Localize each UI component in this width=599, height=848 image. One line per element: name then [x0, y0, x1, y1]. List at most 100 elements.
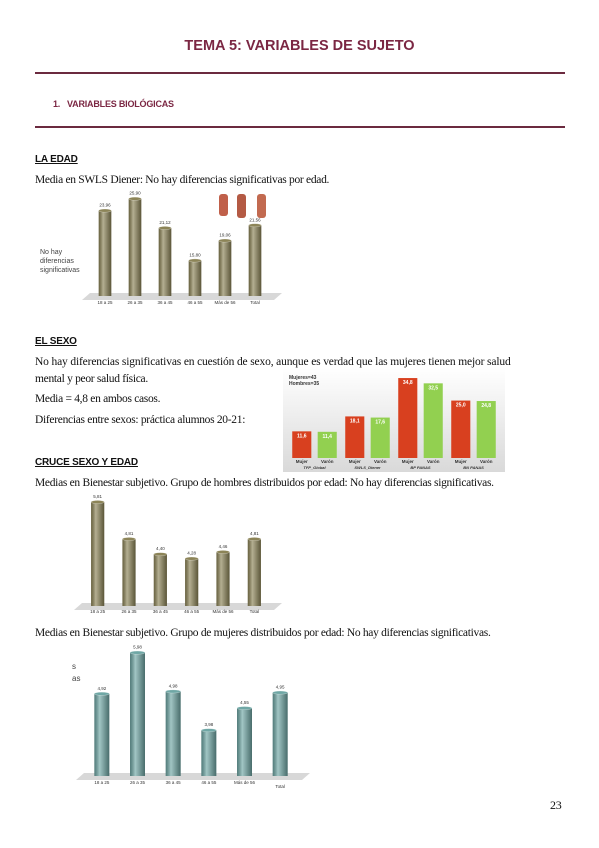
bar-shade	[247, 539, 261, 606]
bar-top	[129, 650, 146, 655]
legend-note: Hombres=35	[289, 381, 319, 387]
bar-shade	[218, 240, 232, 296]
series-label: Mujer	[349, 459, 361, 464]
series-label: Varón	[480, 459, 493, 464]
bar-shade	[94, 693, 110, 776]
bar-shade	[153, 554, 167, 606]
series-label: Mujer	[296, 459, 308, 464]
bar-top	[236, 706, 253, 710]
value-label: 4,55	[240, 700, 249, 705]
x-tick-label: Total	[275, 784, 285, 789]
bar-shade	[272, 692, 288, 776]
paragraph: No hay diferencias significativas en cue…	[35, 356, 511, 368]
heading: CRUCE SEXO Y EDAD	[35, 457, 138, 468]
annotation: significativas	[40, 267, 80, 274]
value-label: 11,4	[322, 434, 332, 440]
x-tick-label: 26 a 35	[130, 780, 146, 785]
bar-shade	[91, 502, 105, 606]
bar-shade	[185, 558, 199, 606]
value-label: 4,40	[156, 546, 165, 551]
value-label: 21,56	[249, 217, 261, 222]
bar-shade	[188, 260, 202, 296]
chart: 4,92 18 a 25 5,98 26 a 35 4,98 36 a 45 3,98 46 …	[72, 645, 310, 789]
bar	[398, 378, 418, 458]
section-number: 1.	[53, 99, 61, 109]
legend-note: Mujeres=43	[289, 375, 317, 381]
paragraph: Medias en Bienestar subjetivo. Grupo de …	[35, 627, 491, 639]
annotation: as	[72, 674, 80, 683]
heading: EL SEXO	[35, 336, 77, 347]
bar-shade	[128, 198, 142, 296]
value-label: 4,81	[250, 531, 259, 536]
bar-top	[158, 226, 172, 230]
value-label: 3,98	[204, 722, 213, 727]
rule	[35, 126, 565, 128]
x-tick-label: 18 a 25	[94, 780, 110, 785]
paragraph: Media = 4,8 en ambos casos.	[35, 393, 161, 405]
title: TEMA 5: VARIABLES DE SUJETO	[184, 38, 415, 54]
value-label: 23,96	[99, 203, 111, 208]
section-title: VARIABLES BIOLÓGICAS	[67, 99, 174, 109]
x-tick-label: Más de 56	[234, 780, 256, 785]
value-label: 4,46	[219, 544, 228, 549]
series-label: Varón	[427, 459, 440, 464]
bar	[370, 417, 390, 458]
x-tick-label: Total	[250, 609, 260, 614]
value-label: 5,81	[93, 494, 102, 499]
bar-top	[188, 258, 202, 263]
section-heading: 1. VARIABLES BIOLÓGICAS	[53, 99, 174, 109]
annotation: s	[72, 662, 76, 671]
value-label: 4,28	[187, 551, 196, 556]
bar-shade	[237, 708, 252, 776]
bar-top	[248, 223, 262, 228]
paragraph: mental y peor salud física.	[35, 373, 148, 385]
x-tick-label: 36 a 45	[157, 300, 173, 305]
chart: 23,96 18 a 25 25,90 26 a 35 21,12 36 a 45 15,8…	[40, 191, 282, 305]
bar-top	[98, 208, 112, 213]
bar-shade	[201, 730, 217, 776]
annotation: No hay	[40, 249, 63, 256]
bar-shade	[158, 227, 172, 296]
rule	[35, 72, 565, 74]
value-label: 25,0	[456, 403, 466, 409]
bar	[476, 401, 496, 458]
chart: 5,81 18 a 25 4,81 26 a 35 4,40 36 a 45 4,28 46 …	[74, 494, 282, 614]
x-tick-label: 26 a 35	[127, 300, 143, 305]
bar-top	[216, 550, 230, 554]
bar	[345, 416, 365, 458]
heading: LA EDAD	[35, 154, 78, 165]
series-label: Mujer	[455, 459, 467, 464]
value-label: 24,8	[481, 403, 491, 409]
x-tick-label: 18 a 25	[90, 609, 106, 614]
bar-shade	[122, 539, 136, 606]
annotation: diferencias	[40, 258, 74, 265]
x-tick-label: TFP_Global	[303, 465, 326, 470]
bar-top	[218, 238, 232, 243]
bar	[423, 383, 443, 458]
x-tick-label: 46 a 55	[201, 780, 217, 785]
x-tick-label: SWLS_Diener	[354, 465, 381, 470]
x-tick-label: 18 a 25	[97, 300, 113, 305]
x-tick-label: BP PANAS	[410, 465, 431, 470]
value-label: 34,8	[403, 380, 413, 386]
value-label: 18,1	[350, 418, 360, 424]
bar-top	[165, 689, 181, 694]
x-tick-label: BN PANAS	[463, 465, 484, 470]
value-label: 5,98	[133, 645, 142, 650]
bar-top	[128, 196, 142, 201]
bar-top	[201, 728, 217, 733]
paragraph: Medias en Bienestar subjetivo. Grupo de …	[35, 477, 494, 489]
bar-top	[122, 537, 136, 541]
value-label: 4,98	[169, 683, 178, 688]
bar	[317, 431, 337, 458]
value-label: 25,90	[129, 191, 141, 196]
value-label: 4,92	[97, 686, 106, 691]
value-label: 15,80	[189, 253, 201, 258]
bar-top	[94, 691, 110, 696]
x-tick-label: 46 a 55	[187, 300, 203, 305]
bar-top	[247, 537, 262, 541]
value-label: 4,95	[276, 685, 285, 690]
chart: 11,6Mujer11,4VarónTFP_Global18,1Mujer17,…	[283, 368, 505, 472]
series-label: Varón	[321, 459, 334, 464]
